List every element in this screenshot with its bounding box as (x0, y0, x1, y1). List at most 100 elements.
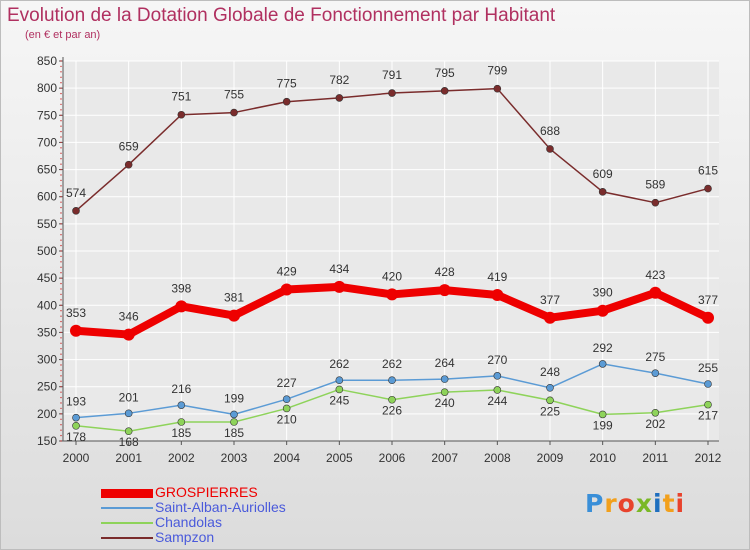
y-minor-tick (60, 304, 62, 306)
y-tick-label: 800 (37, 81, 57, 95)
y-minor-tick (60, 109, 62, 111)
data-point (651, 369, 660, 377)
y-minor-tick (60, 98, 62, 100)
y-tick-label: 300 (37, 353, 57, 367)
data-point (177, 401, 186, 409)
line-chart: 150 200 250 300 350 400 450 500 550 600 650 700 750 8… (37, 54, 722, 465)
data-label: 429 (277, 265, 297, 279)
data-point (704, 184, 712, 193)
data-label: 275 (645, 350, 665, 364)
y-tick-label: 500 (37, 244, 57, 258)
data-point (596, 304, 609, 317)
x-tick-label: 2006 (379, 451, 406, 465)
logo-letter: x (635, 489, 653, 518)
data-point (282, 404, 291, 413)
data-label: 185 (171, 426, 191, 440)
data-label: 262 (329, 357, 349, 371)
data-point (70, 324, 82, 337)
x-tick-label: 2011 (642, 451, 668, 465)
data-point (124, 409, 133, 418)
data-point (282, 97, 291, 106)
data-point (228, 309, 240, 322)
data-point (386, 288, 398, 301)
data-label: 434 (329, 262, 349, 276)
y-tick-label: 600 (37, 190, 57, 204)
data-point (280, 283, 293, 296)
data-label: 210 (277, 412, 297, 426)
data-point (388, 376, 396, 385)
data-label: 795 (435, 66, 455, 80)
y-minor-tick (60, 337, 62, 339)
y-minor-tick (60, 217, 62, 220)
y-minor-tick (60, 266, 62, 268)
chart-subtitle: (en € et par an) (25, 29, 101, 41)
data-point (175, 300, 188, 313)
data-label: 420 (382, 269, 402, 283)
y-tick-label: 150 (37, 434, 57, 448)
data-label: 791 (382, 68, 402, 82)
y-minor-tick (60, 358, 62, 361)
logo-letter: o (617, 489, 636, 518)
y-minor-tick (60, 299, 62, 301)
data-label: 248 (540, 365, 560, 379)
data-point (493, 386, 502, 394)
logo-letter: i (653, 489, 663, 518)
y-minor-tick (60, 424, 62, 426)
y-minor-tick (60, 255, 62, 258)
y-minor-tick (60, 348, 62, 350)
y-minor-tick (60, 65, 62, 68)
data-point (230, 108, 238, 117)
y-tick-label: 450 (37, 271, 57, 285)
data-label: 659 (119, 140, 139, 154)
legend-label: GROSPIERRES (155, 484, 258, 500)
y-minor-tick (60, 190, 62, 192)
data-point (177, 110, 186, 119)
y-minor-tick (60, 141, 62, 144)
data-point (124, 427, 133, 436)
y-minor-tick (60, 315, 62, 317)
data-point (649, 286, 662, 299)
y-tick-label: 850 (37, 54, 57, 68)
data-point (335, 385, 344, 394)
data-label: 398 (171, 281, 191, 295)
y-minor-tick (60, 185, 62, 187)
y-minor-tick (60, 87, 62, 89)
data-label: 201 (119, 390, 139, 404)
y-minor-tick (60, 92, 62, 95)
y-tick-label: 200 (37, 407, 57, 421)
x-tick-label: 2010 (589, 451, 616, 465)
data-point (335, 376, 344, 385)
y-minor-tick (60, 331, 62, 334)
data-label: 755 (224, 88, 244, 102)
y-minor-tick (60, 71, 62, 73)
legend-swatch (101, 507, 153, 509)
data-label: 353 (66, 306, 86, 320)
y-minor-tick (60, 380, 62, 382)
data-label: 199 (224, 391, 244, 405)
y-minor-tick (60, 310, 62, 312)
data-label: 381 (224, 291, 244, 305)
data-point (440, 375, 449, 383)
data-label: 799 (487, 64, 507, 78)
data-label: 255 (698, 361, 718, 375)
data-label: 775 (277, 77, 297, 91)
data-label: 390 (593, 286, 613, 300)
y-minor-tick (60, 206, 62, 209)
y-minor-tick (60, 326, 62, 328)
data-point (388, 89, 396, 97)
data-label: 185 (224, 426, 244, 440)
data-label: 262 (382, 357, 402, 371)
y-minor-tick (60, 342, 62, 344)
data-point (598, 188, 607, 196)
data-point (230, 418, 238, 426)
data-label: 217 (698, 409, 718, 423)
data-point (651, 198, 660, 207)
data-label: 423 (645, 268, 665, 282)
data-label: 609 (593, 167, 613, 181)
y-minor-tick (60, 239, 62, 241)
y-minor-tick (60, 402, 62, 404)
y-minor-tick (60, 353, 62, 355)
x-tick-label: 2004 (273, 451, 300, 465)
data-point (440, 87, 449, 95)
